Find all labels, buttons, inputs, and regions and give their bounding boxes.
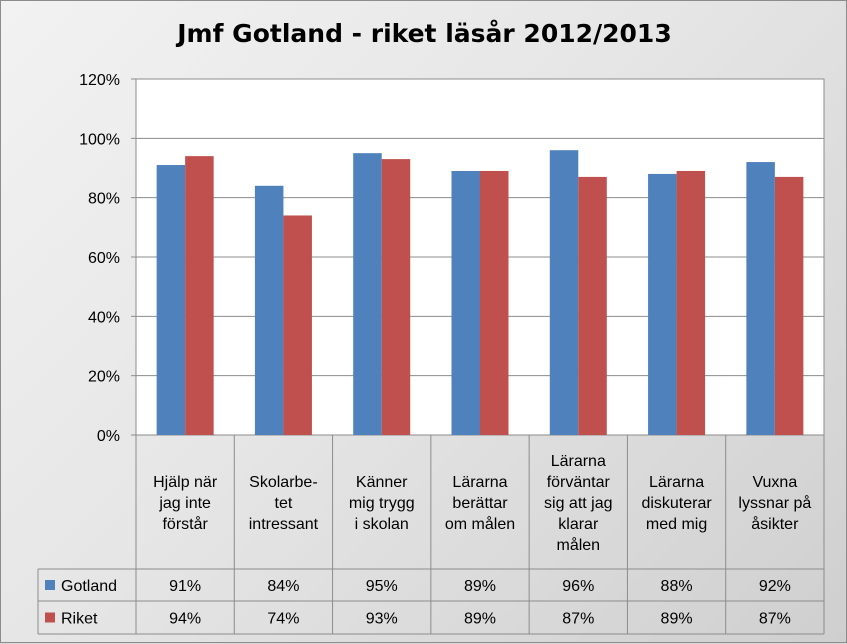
data-label: 87%	[562, 611, 594, 628]
data-label: 88%	[661, 578, 693, 595]
category-label: Känner mig trygg i skolan	[349, 474, 415, 533]
category-label: Skolarbe-tet intressant	[249, 474, 319, 533]
data-label: 89%	[464, 578, 496, 595]
y-tick-label: 80%	[88, 191, 120, 208]
chart-title: Jmf Gotland - riket läsår 2012/2013	[177, 19, 672, 48]
data-label: 93%	[366, 611, 398, 628]
data-label: 91%	[169, 578, 201, 595]
bar-gotland	[254, 185, 284, 435]
category-label: Lärarna berättar om målen	[445, 474, 515, 533]
bar-gotland	[549, 150, 579, 435]
data-label: 94%	[169, 611, 201, 628]
bar-riket	[185, 156, 214, 435]
y-tick-label: 60%	[88, 250, 120, 267]
data-label: 96%	[562, 578, 594, 595]
legend-label-gotland: Gotland	[61, 578, 117, 595]
bar-gotland	[648, 173, 677, 435]
data-label: 84%	[267, 578, 299, 595]
bar-gotland	[156, 165, 186, 436]
legend-key-riket	[45, 612, 55, 623]
bar-riket	[676, 170, 706, 435]
bar-gotland	[451, 170, 480, 435]
data-label: 89%	[464, 611, 496, 628]
category-label: Vuxna lyssnar på åsikter	[738, 474, 811, 533]
category-label: Lärarna diskuterar med mig	[641, 474, 712, 533]
legend-key-gotland	[45, 580, 55, 590]
category-label: Hjälp när jag inte förstår	[153, 474, 218, 533]
data-label: 87%	[759, 611, 791, 628]
data-label: 74%	[267, 611, 299, 628]
bar-riket	[480, 170, 509, 435]
bar-gotland	[353, 153, 382, 435]
y-tick-label: 40%	[88, 309, 120, 326]
data-label: 92%	[759, 578, 791, 595]
bar-gotland	[746, 162, 775, 436]
category-label: Lärarna förväntar sig att jag klarar målen	[544, 453, 612, 554]
data-label: 95%	[366, 578, 398, 595]
data-label: 89%	[661, 611, 693, 628]
bar-riket	[578, 176, 607, 435]
legend-label-riket: Riket	[61, 611, 98, 628]
bar-riket	[774, 176, 804, 435]
y-tick-label: 120%	[79, 72, 120, 89]
y-tick-label: 20%	[88, 369, 120, 386]
y-tick-label: 100%	[79, 131, 120, 148]
bar-riket	[381, 159, 411, 435]
bar-riket	[283, 215, 312, 435]
y-tick-label: 0%	[97, 428, 120, 445]
